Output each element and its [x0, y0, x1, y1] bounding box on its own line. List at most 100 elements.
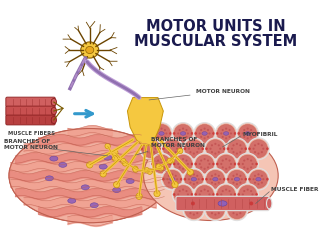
- Ellipse shape: [45, 176, 53, 181]
- Circle shape: [189, 182, 191, 184]
- Circle shape: [173, 163, 175, 165]
- Circle shape: [243, 197, 245, 199]
- Circle shape: [207, 129, 209, 131]
- Circle shape: [200, 136, 202, 138]
- Circle shape: [247, 127, 249, 130]
- Circle shape: [168, 144, 170, 146]
- Circle shape: [206, 140, 224, 158]
- Circle shape: [169, 163, 172, 165]
- Circle shape: [154, 191, 160, 197]
- Circle shape: [140, 147, 143, 150]
- Ellipse shape: [9, 129, 171, 223]
- Circle shape: [176, 178, 178, 180]
- Circle shape: [244, 178, 247, 180]
- Text: BRANCHES OF
MOTOR NEURON: BRANCHES OF MOTOR NEURON: [4, 139, 58, 150]
- Circle shape: [232, 205, 235, 207]
- Circle shape: [189, 205, 191, 207]
- Circle shape: [252, 178, 255, 180]
- Circle shape: [179, 190, 181, 192]
- Ellipse shape: [144, 131, 278, 221]
- Circle shape: [168, 151, 170, 153]
- Circle shape: [153, 144, 155, 146]
- Circle shape: [239, 155, 257, 173]
- Circle shape: [236, 214, 238, 216]
- Circle shape: [156, 163, 158, 165]
- Circle shape: [162, 138, 183, 160]
- Ellipse shape: [180, 132, 186, 135]
- Circle shape: [158, 147, 161, 150]
- Circle shape: [225, 127, 227, 130]
- Circle shape: [241, 209, 243, 211]
- Circle shape: [153, 151, 155, 153]
- Circle shape: [230, 163, 232, 165]
- Circle shape: [232, 175, 235, 177]
- Circle shape: [173, 193, 175, 196]
- Circle shape: [162, 147, 165, 150]
- Circle shape: [183, 147, 186, 150]
- Circle shape: [182, 198, 184, 200]
- Circle shape: [151, 123, 172, 144]
- Circle shape: [216, 163, 219, 165]
- Circle shape: [182, 189, 184, 191]
- Circle shape: [207, 197, 209, 199]
- Circle shape: [194, 163, 197, 165]
- Circle shape: [188, 148, 190, 150]
- Circle shape: [183, 199, 204, 221]
- Circle shape: [216, 132, 219, 135]
- Circle shape: [174, 186, 192, 204]
- Circle shape: [145, 148, 147, 150]
- Circle shape: [222, 166, 224, 168]
- Circle shape: [217, 186, 235, 204]
- Circle shape: [232, 182, 235, 184]
- Circle shape: [168, 175, 170, 177]
- Circle shape: [228, 190, 231, 192]
- Circle shape: [187, 132, 189, 135]
- Circle shape: [228, 136, 231, 138]
- Circle shape: [157, 129, 159, 131]
- Circle shape: [255, 163, 258, 165]
- Circle shape: [191, 132, 193, 135]
- Circle shape: [196, 205, 198, 207]
- Ellipse shape: [104, 155, 112, 160]
- Circle shape: [172, 184, 194, 205]
- Circle shape: [193, 183, 195, 185]
- Circle shape: [222, 190, 224, 192]
- Circle shape: [243, 159, 245, 162]
- Circle shape: [171, 183, 173, 185]
- Circle shape: [183, 168, 204, 190]
- Circle shape: [215, 184, 237, 205]
- Circle shape: [249, 202, 253, 205]
- Circle shape: [210, 178, 212, 180]
- Circle shape: [179, 136, 181, 138]
- Circle shape: [168, 182, 170, 184]
- Ellipse shape: [81, 185, 89, 190]
- Circle shape: [198, 178, 200, 180]
- Circle shape: [160, 168, 163, 170]
- Circle shape: [218, 151, 220, 153]
- Circle shape: [176, 148, 178, 150]
- Circle shape: [196, 186, 213, 204]
- Circle shape: [177, 193, 179, 196]
- Circle shape: [157, 159, 159, 162]
- Circle shape: [120, 158, 126, 164]
- Circle shape: [179, 159, 181, 162]
- Circle shape: [196, 155, 213, 173]
- Circle shape: [210, 209, 212, 211]
- Circle shape: [266, 147, 269, 150]
- Ellipse shape: [50, 156, 58, 161]
- Circle shape: [194, 123, 215, 144]
- Ellipse shape: [191, 177, 196, 181]
- Circle shape: [252, 163, 253, 165]
- Circle shape: [123, 161, 128, 166]
- Circle shape: [215, 153, 237, 175]
- Circle shape: [183, 138, 204, 160]
- Circle shape: [237, 184, 259, 205]
- Circle shape: [182, 168, 184, 170]
- Circle shape: [234, 132, 236, 135]
- Circle shape: [175, 151, 177, 153]
- Circle shape: [217, 155, 235, 173]
- Circle shape: [193, 173, 195, 175]
- Circle shape: [255, 193, 258, 196]
- Circle shape: [202, 178, 204, 180]
- Circle shape: [234, 163, 236, 165]
